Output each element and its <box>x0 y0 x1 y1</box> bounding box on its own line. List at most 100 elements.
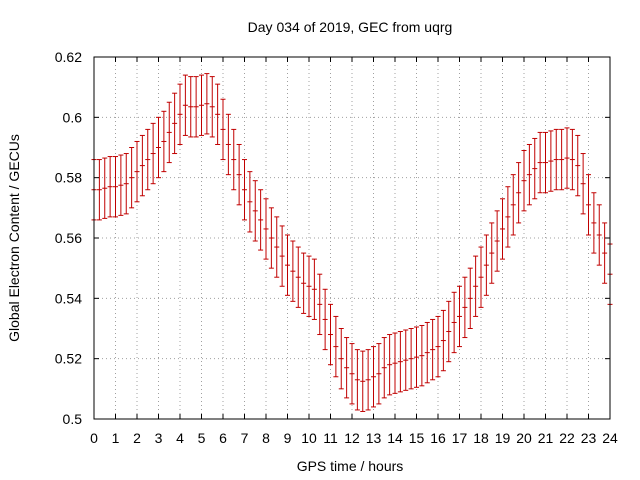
error-bar-point <box>199 74 204 136</box>
y-tick-label: 0.54 <box>55 290 82 306</box>
y-tick-label: 0.6 <box>63 109 83 125</box>
error-bar-point <box>338 328 344 390</box>
error-bar-point <box>365 349 371 411</box>
error-bar-point <box>285 234 290 296</box>
x-tick-label: 10 <box>301 430 317 446</box>
error-bar-point <box>96 159 102 221</box>
error-bar-point <box>145 128 151 191</box>
error-bar-point <box>500 198 505 260</box>
error-bar-point <box>505 186 511 248</box>
error-bar-point <box>414 326 419 388</box>
error-bar-point <box>139 134 145 197</box>
error-bar-point <box>295 246 301 308</box>
error-bar-point <box>591 192 597 254</box>
error-bar-point <box>602 222 608 284</box>
x-tick-label: 6 <box>219 430 227 446</box>
x-tick-label: 12 <box>344 430 360 446</box>
error-bar-point <box>156 116 161 179</box>
error-bar-point <box>467 267 473 329</box>
x-tick-label: 22 <box>559 430 575 446</box>
error-bar-point <box>553 128 559 191</box>
x-axis-label: GPS time / hours <box>297 458 404 474</box>
error-bar-point <box>349 343 355 405</box>
y-tick-label: 0.56 <box>55 230 82 246</box>
error-bar-point <box>328 303 333 366</box>
error-bar-point <box>430 318 436 381</box>
error-bar-point <box>360 350 366 412</box>
x-tick-label: 11 <box>323 430 338 446</box>
error-bar-point <box>166 101 172 164</box>
error-bar-point <box>129 147 135 209</box>
error-bar-point <box>457 285 462 348</box>
error-bar-point <box>473 255 479 317</box>
x-tick-label: 7 <box>241 430 249 446</box>
x-tick-label: 9 <box>284 430 292 446</box>
error-bar-point <box>102 157 108 219</box>
error-bar-point <box>193 76 199 138</box>
error-bar-point <box>446 300 452 363</box>
error-bar-point <box>575 134 581 197</box>
error-bar-point <box>548 130 554 192</box>
y-axis-ticks: 0.5 0.52 0.54 0.56 0.58 0.6 0.62 <box>55 49 610 427</box>
y-tick-label: 0.58 <box>55 170 82 186</box>
error-bar-point <box>424 321 430 384</box>
x-tick-label: 20 <box>516 430 532 446</box>
error-bar-point <box>521 150 527 212</box>
error-bar-point <box>354 349 360 411</box>
chart-title: Day 034 of 2019, GEC from uqrg <box>248 19 453 35</box>
error-bar-point <box>526 143 532 206</box>
error-bar-point <box>215 83 221 145</box>
error-bar-point <box>344 337 350 399</box>
error-bar-point <box>204 73 210 135</box>
error-bar-point <box>392 332 398 394</box>
error-bar-point <box>532 137 538 200</box>
error-bar-point <box>258 189 264 251</box>
error-bar-point <box>268 207 274 269</box>
error-bar-point <box>478 246 484 308</box>
error-bar-point <box>408 328 414 390</box>
x-tick-label: 16 <box>430 430 446 446</box>
error-bar-point <box>510 174 516 236</box>
x-tick-label: 13 <box>366 430 382 446</box>
x-tick-label: 2 <box>133 430 141 446</box>
error-bar-point <box>306 255 312 317</box>
error-bar-point <box>172 92 178 155</box>
x-tick-label: 21 <box>538 430 554 446</box>
x-tick-label: 0 <box>90 430 98 446</box>
error-bar-point <box>435 315 441 378</box>
error-bar-point <box>247 171 253 233</box>
error-bar-point <box>381 337 387 399</box>
error-bar-point <box>489 222 495 284</box>
x-tick-label: 23 <box>581 430 597 446</box>
error-bar-point <box>580 153 586 215</box>
error-bar-point <box>462 276 468 339</box>
y-tick-label: 0.5 <box>63 411 83 427</box>
error-bar-point <box>403 329 409 391</box>
error-bar-point <box>107 156 113 218</box>
error-bar-point <box>279 225 285 287</box>
x-tick-label: 17 <box>452 430 468 446</box>
error-bar-point <box>225 113 231 176</box>
error-bar-point <box>322 288 328 351</box>
error-bar-point <box>236 143 242 206</box>
error-bar-point <box>537 131 543 194</box>
error-bar-point <box>209 76 215 138</box>
error-bar-point <box>242 159 247 221</box>
error-bar-point <box>134 140 140 203</box>
error-bar-point <box>182 74 188 136</box>
error-bar-point <box>177 83 183 145</box>
error-bar-point <box>231 128 237 191</box>
x-tick-label: 1 <box>112 430 120 446</box>
error-bar-point <box>220 98 226 161</box>
x-axis-ticks: 0 1 2 3 4 5 6 7 8 9 10 11 12 13 14 15 16 17 18 19 20 21 22 23 24 <box>90 57 618 446</box>
error-bar-point <box>301 252 307 314</box>
error-bar-point <box>419 324 425 387</box>
y-tick-label: 0.62 <box>55 49 82 65</box>
x-tick-label: 15 <box>409 430 425 446</box>
error-bar-point <box>586 174 591 236</box>
error-bar-point <box>333 315 339 378</box>
error-bar-point <box>317 273 323 336</box>
error-bar-point <box>483 234 489 296</box>
error-bar-point <box>596 204 602 266</box>
